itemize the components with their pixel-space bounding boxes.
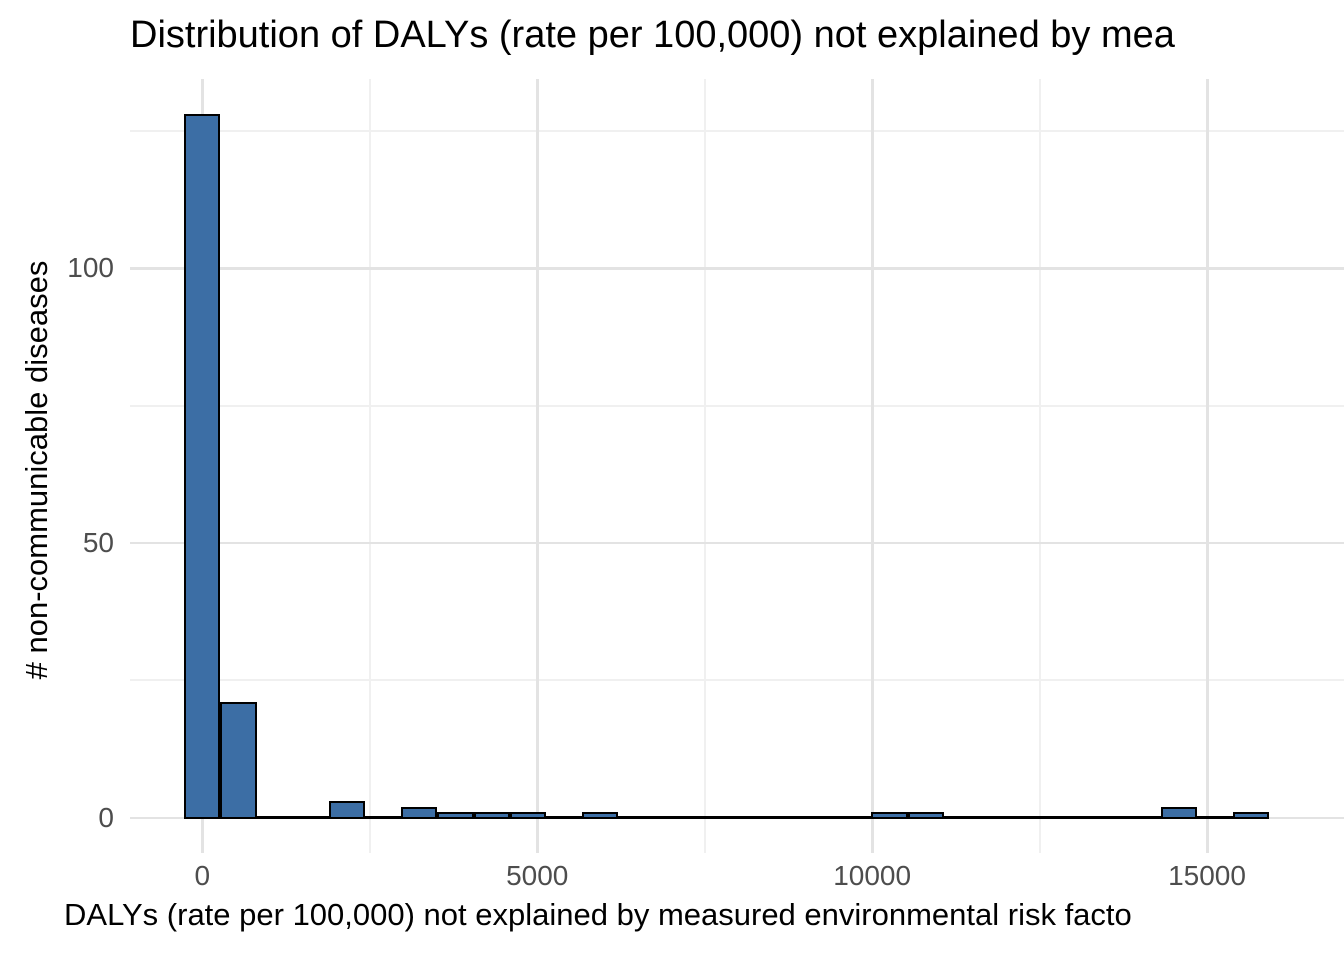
- histogram-bar: [437, 812, 474, 820]
- y-minor-gridline: [130, 404, 1344, 407]
- x-axis-title: DALYs (rate per 100,000) not explained b…: [64, 897, 1132, 932]
- x-minor-gridline: [703, 79, 706, 853]
- x-tick-label: 10000: [833, 860, 912, 891]
- chart-title: Distribution of DALYs (rate per 100,000)…: [130, 14, 1175, 56]
- histogram-bar: [582, 812, 619, 820]
- x-major-gridline: [1206, 79, 1209, 853]
- y-tick-label: 50: [82, 526, 114, 558]
- x-minor-gridline: [368, 79, 371, 853]
- y-major-gridline: [130, 541, 1344, 545]
- y-minor-gridline: [130, 679, 1344, 682]
- histogram-bar: [871, 812, 908, 820]
- histogram-baseline: [184, 816, 1270, 819]
- x-major-gridline: [536, 79, 539, 853]
- x-tick-label: 15000: [1168, 860, 1246, 891]
- y-tick-label: 100: [67, 252, 114, 284]
- histogram-bar: [401, 806, 438, 820]
- x-major-gridline: [871, 79, 874, 853]
- x-minor-gridline: [1038, 79, 1041, 853]
- y-minor-gridline: [130, 129, 1344, 132]
- histogram-bar: [473, 812, 510, 820]
- histogram-bar: [328, 801, 366, 820]
- plot-panel: [130, 79, 1344, 853]
- histogram-bar: [907, 812, 944, 820]
- y-axis-title: # non-communicable diseases: [19, 260, 54, 680]
- y-tick-label: 0: [98, 801, 114, 833]
- x-tick-label: 0: [194, 860, 211, 891]
- x-tick-label: 5000: [506, 860, 569, 891]
- histogram-bar: [220, 702, 257, 820]
- histogram-bar: [1233, 812, 1270, 820]
- y-major-gridline: [130, 267, 1344, 270]
- histogram-bar: [1160, 806, 1197, 820]
- histogram-bar: [184, 114, 221, 820]
- histogram-bar: [509, 812, 546, 820]
